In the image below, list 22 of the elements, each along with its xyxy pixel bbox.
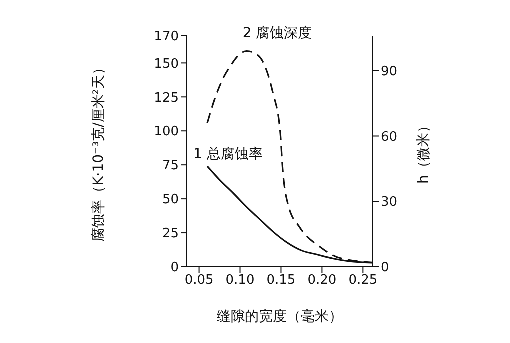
y-tick-label: 50 xyxy=(162,192,179,208)
x-tick-label: 0.25 xyxy=(348,273,378,288)
y2-tick-label: 0 xyxy=(381,260,390,276)
y2-tick-label: 30 xyxy=(381,195,398,210)
y-tick-label: 100 xyxy=(154,124,179,140)
series-label: 1 总腐蚀率 xyxy=(193,146,263,162)
x-tick-label: 0.10 xyxy=(226,273,255,288)
y-tick-label: 0 xyxy=(170,260,179,276)
y-tick-label: 150 xyxy=(154,56,179,72)
y-tick-label: 125 xyxy=(154,90,179,106)
series-label: 2 腐蚀深度 xyxy=(242,25,312,42)
y-tick-label: 170 xyxy=(154,30,179,45)
y-tick-label: 75 xyxy=(162,158,179,174)
y-tick-label: 25 xyxy=(162,226,179,242)
x-tick-label: 0.20 xyxy=(308,273,337,288)
x-tick-label: 0.05 xyxy=(184,273,214,288)
y2-tick-label: 90 xyxy=(381,64,398,80)
x-axis-title: 缝隙的宽度（毫米） xyxy=(217,309,343,325)
x-tick-label: 0.15 xyxy=(266,273,296,288)
y-axis-title: 腐蚀率（K·10⁻³克/厘米²天） xyxy=(90,61,107,242)
y2-axis-title: h（微米） xyxy=(416,119,432,184)
y2-tick-label: 60 xyxy=(381,130,398,145)
